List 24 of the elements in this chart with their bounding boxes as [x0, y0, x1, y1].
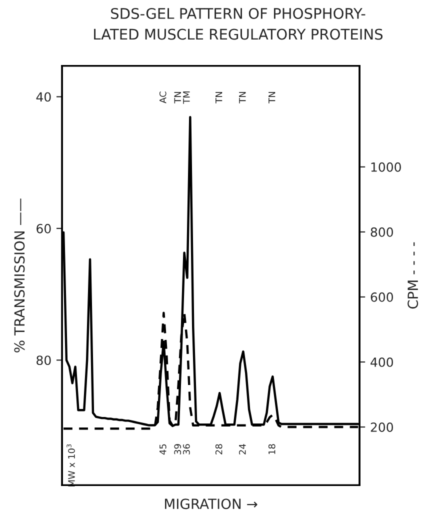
y2-tick-label: 600	[370, 292, 393, 302]
annotation: TN	[216, 92, 222, 104]
y2-tick-label: 800	[370, 227, 393, 237]
x-tick-label: 18	[268, 444, 276, 454]
annotation: TN	[239, 92, 246, 104]
annotation: TM	[183, 91, 190, 104]
annotation: TN	[174, 92, 181, 104]
y2-tick-label: 400	[370, 357, 393, 367]
y-tick-label: 40	[36, 92, 51, 102]
x-tick-label: 28	[215, 444, 222, 454]
y-axis-title: % TRANSMISSION ——	[14, 198, 25, 352]
x-tick-label: 36	[183, 444, 190, 454]
x-tick-label: 45	[160, 444, 166, 455]
x-tick-label: 39	[174, 444, 182, 454]
chart-title: SDS-GEL PATTERN OF PHOSPHORY- LATED MUSCLE REGULATORY PROTEINS	[94, 8, 383, 40]
y-tick-label: 60	[36, 224, 51, 234]
y2-tick-label: 200	[370, 422, 393, 432]
annotation: TN	[268, 92, 276, 104]
x-axis-title: MIGRATION →	[165, 498, 258, 510]
y-tick-label: 80	[36, 356, 51, 366]
annotation: AC	[159, 92, 166, 104]
x-tick-label: 24	[238, 444, 246, 454]
y2-tick-label: 1000	[371, 162, 401, 172]
y2-axis-title: CPM - - - -	[408, 242, 418, 309]
